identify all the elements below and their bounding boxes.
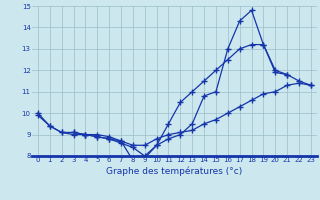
X-axis label: Graphe des températures (°c): Graphe des températures (°c): [106, 166, 243, 176]
